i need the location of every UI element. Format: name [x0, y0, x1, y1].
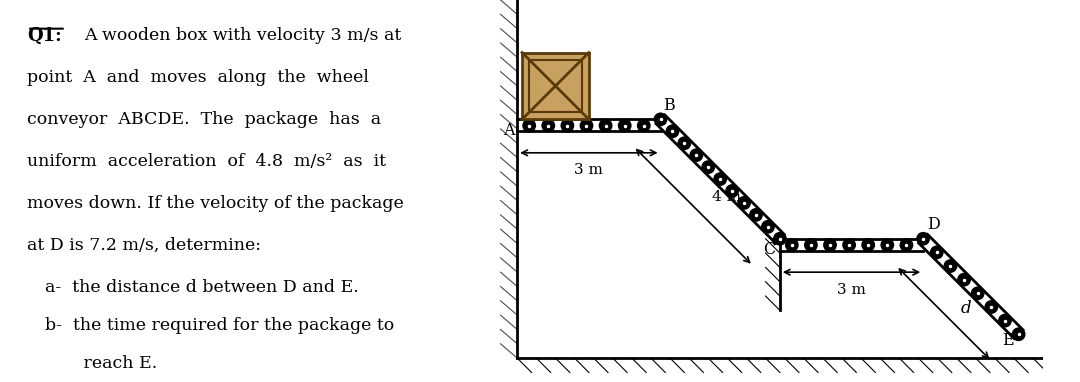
Circle shape: [562, 119, 573, 132]
Text: 3 m: 3 m: [837, 283, 866, 297]
Circle shape: [599, 119, 611, 132]
Circle shape: [824, 239, 836, 251]
Text: d: d: [960, 300, 971, 317]
Text: C: C: [762, 241, 775, 258]
Circle shape: [985, 301, 998, 313]
Circle shape: [654, 113, 666, 126]
Circle shape: [842, 239, 855, 251]
Circle shape: [999, 314, 1011, 327]
Circle shape: [761, 220, 774, 233]
Circle shape: [917, 233, 929, 245]
Text: moves down. If the velocity of the package: moves down. If the velocity of the packa…: [27, 195, 404, 212]
Circle shape: [619, 119, 631, 132]
Text: E: E: [1002, 332, 1014, 349]
Circle shape: [690, 149, 702, 161]
Circle shape: [678, 137, 690, 149]
Circle shape: [523, 119, 536, 132]
Bar: [522, 52, 589, 119]
Text: 4 m: 4 m: [713, 189, 741, 204]
Text: a-  the distance d between D and E.: a- the distance d between D and E.: [45, 279, 360, 296]
Text: 3 m: 3 m: [575, 163, 604, 177]
Circle shape: [580, 119, 593, 132]
Circle shape: [972, 287, 984, 299]
Circle shape: [805, 239, 818, 251]
Circle shape: [862, 239, 875, 251]
Circle shape: [738, 197, 751, 209]
Text: b-  the time required for the package to: b- the time required for the package to: [45, 317, 394, 334]
Circle shape: [542, 119, 554, 132]
Text: point  A  and  moves  along  the  wheel: point A and moves along the wheel: [27, 69, 369, 86]
Circle shape: [702, 161, 715, 173]
Text: conveyor  ABCDE.  The  package  has  a: conveyor ABCDE. The package has a: [27, 111, 381, 128]
Circle shape: [944, 260, 957, 272]
Circle shape: [714, 173, 727, 185]
Circle shape: [958, 274, 970, 286]
Text: Q1:: Q1:: [27, 27, 62, 45]
Circle shape: [726, 185, 739, 197]
Circle shape: [881, 239, 893, 251]
Circle shape: [773, 233, 786, 245]
Text: B: B: [663, 97, 675, 113]
Circle shape: [666, 125, 678, 138]
Circle shape: [637, 119, 650, 132]
Text: D: D: [927, 216, 940, 233]
Circle shape: [785, 239, 798, 251]
Text: uniform  acceleration  of  4.8  m/s²  as  it: uniform acceleration of 4.8 m/s² as it: [27, 153, 387, 170]
Text: at D is 7.2 m/s, determine:: at D is 7.2 m/s, determine:: [27, 237, 261, 254]
Circle shape: [1012, 328, 1025, 340]
Text: reach E.: reach E.: [45, 355, 158, 372]
Circle shape: [931, 246, 943, 259]
Circle shape: [901, 239, 913, 251]
Circle shape: [750, 209, 762, 221]
Text: A: A: [503, 122, 515, 139]
Text: A wooden box with velocity 3 m/s at: A wooden box with velocity 3 m/s at: [84, 27, 401, 44]
